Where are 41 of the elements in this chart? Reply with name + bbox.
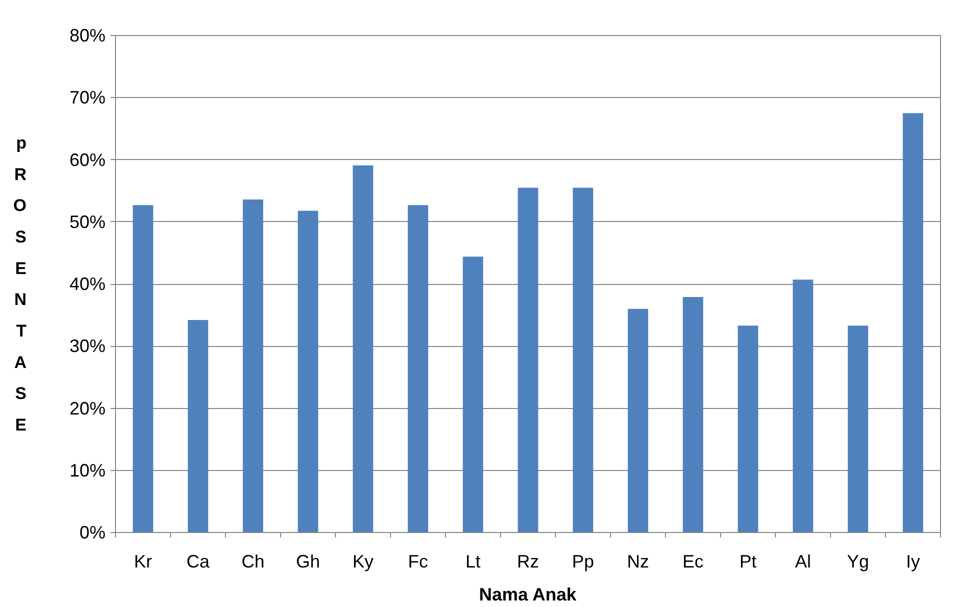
x-tick-label: Al — [795, 552, 812, 572]
y-tick-label: 40% — [69, 274, 106, 294]
bar — [792, 280, 814, 532]
x-axis-title: Nama Anak — [478, 584, 578, 604]
bar — [408, 205, 428, 532]
x-tick-label: Nz — [627, 552, 649, 572]
bar — [352, 165, 374, 532]
y-tick-label: 10% — [69, 460, 106, 480]
y-tick-label: 30% — [69, 336, 106, 356]
bar — [462, 256, 484, 532]
y-tick-label: 80% — [69, 26, 106, 46]
x-tick-label: Kr — [134, 552, 152, 572]
x-tick-label: Fc — [408, 552, 428, 572]
y-tick-label: 70% — [69, 88, 106, 108]
x-tick-label: Pt — [739, 552, 757, 572]
x-tick-label: Pp — [572, 552, 594, 572]
bar — [298, 210, 318, 532]
x-tick-label: Gh — [296, 552, 320, 572]
bar — [132, 205, 154, 532]
y-tick-label: 20% — [69, 398, 106, 418]
x-tick-label: Ch — [241, 552, 265, 572]
x-tick-label: Ca — [186, 552, 210, 572]
bar — [902, 113, 924, 532]
text: pROSENTASE — [13, 133, 26, 435]
bar — [518, 188, 538, 532]
bar — [848, 326, 868, 532]
y-tick-label: 60% — [69, 150, 106, 170]
bar — [628, 308, 648, 532]
bar — [682, 297, 704, 532]
y-tick-label: 50% — [69, 212, 106, 232]
x-tick-label: Rz — [517, 552, 539, 572]
x-tick-label: Ec — [682, 552, 704, 572]
bar — [188, 320, 208, 532]
x-tick-label: Ky — [352, 552, 374, 572]
x-tick-label: Lt — [465, 552, 481, 572]
y-tick-label: 0% — [79, 522, 106, 542]
bar — [572, 188, 594, 532]
bar — [242, 200, 264, 532]
x-tick-label: Iy — [906, 552, 920, 572]
bar — [738, 326, 758, 532]
x-tick-label: Yg — [846, 552, 870, 572]
